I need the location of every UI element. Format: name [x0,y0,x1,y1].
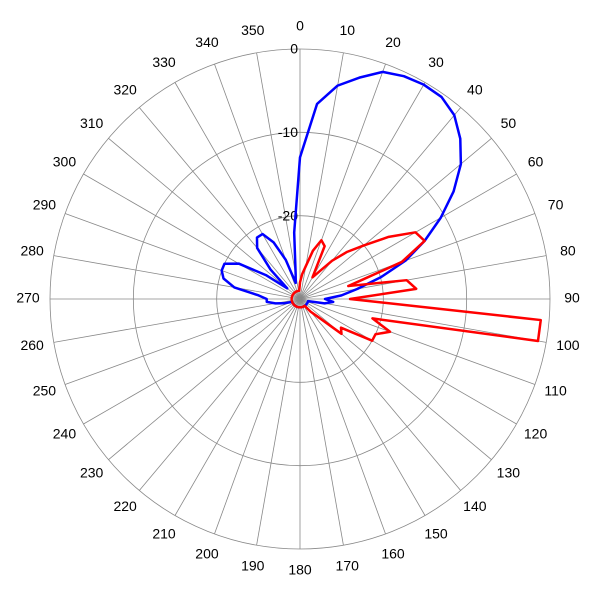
spoke [299,213,536,300]
spoke [108,137,301,300]
spoke [174,298,301,516]
spoke [53,255,301,300]
angle-label: 110 [544,383,567,399]
angle-label: 240 [53,426,77,442]
angle-label: 10 [339,22,355,38]
angle-label: 80 [560,242,576,258]
r-tick-label: -20 [278,207,298,223]
spoke [64,298,301,385]
angle-label: 210 [152,525,176,541]
angle-label: 150 [424,525,448,541]
angle-label: 320 [113,81,137,97]
angle-label: 20 [385,34,401,50]
pattern-line [290,231,542,343]
spoke [299,107,462,300]
grid-circle [216,215,384,383]
spoke [64,213,301,300]
spoke [83,298,301,425]
r-tick-label: -10 [278,124,298,140]
spoke [138,298,301,491]
angle-label: 270 [16,290,40,306]
r-tick-label: 0 [290,41,298,57]
spoke [299,63,386,300]
angle-label: 50 [501,115,517,131]
angle-label: 330 [152,54,176,70]
angle-label: 340 [195,34,219,50]
angle-label: 90 [564,290,580,306]
spoke [299,298,547,343]
angle-label: 350 [241,22,265,38]
angle-label: 290 [33,197,57,213]
angle-label: 260 [20,337,44,353]
angle-label: 280 [20,242,44,258]
angle-label: 190 [241,558,265,574]
angle-label: 140 [463,498,487,514]
spoke [83,173,301,300]
angle-label: 310 [80,115,104,131]
spoke [299,82,426,300]
angle-label: 300 [53,154,77,170]
angle-label: 0 [296,18,304,34]
spoke [299,298,536,385]
angle-label: 40 [467,81,483,97]
pattern-line [220,70,463,309]
angle-label: 70 [548,197,564,213]
angle-label: 130 [497,465,521,481]
angle-label: 100 [556,337,580,353]
angle-label: 230 [80,465,104,481]
angle-label: 30 [428,54,444,70]
spoke [299,298,386,535]
angle-label: 120 [524,426,548,442]
spoke [299,52,344,300]
angle-label: 200 [195,545,219,561]
spoke [299,255,547,300]
angle-label: 180 [288,562,312,578]
spoke [256,52,301,300]
spoke [299,298,517,425]
angle-label: 60 [528,154,544,170]
angle-label: 220 [113,498,137,514]
spoke [299,298,344,546]
angle-label: 250 [33,383,57,399]
spoke [299,298,426,516]
spoke [214,298,301,535]
grid-circle [49,48,551,550]
spoke [299,298,462,491]
angle-label: 170 [336,558,360,574]
angle-label: 160 [381,545,405,561]
spoke [174,82,301,300]
spoke [53,298,301,343]
spoke [256,298,301,546]
spoke [108,298,301,461]
spoke [299,173,517,300]
grid-circle [132,131,468,467]
spoke [138,107,301,300]
